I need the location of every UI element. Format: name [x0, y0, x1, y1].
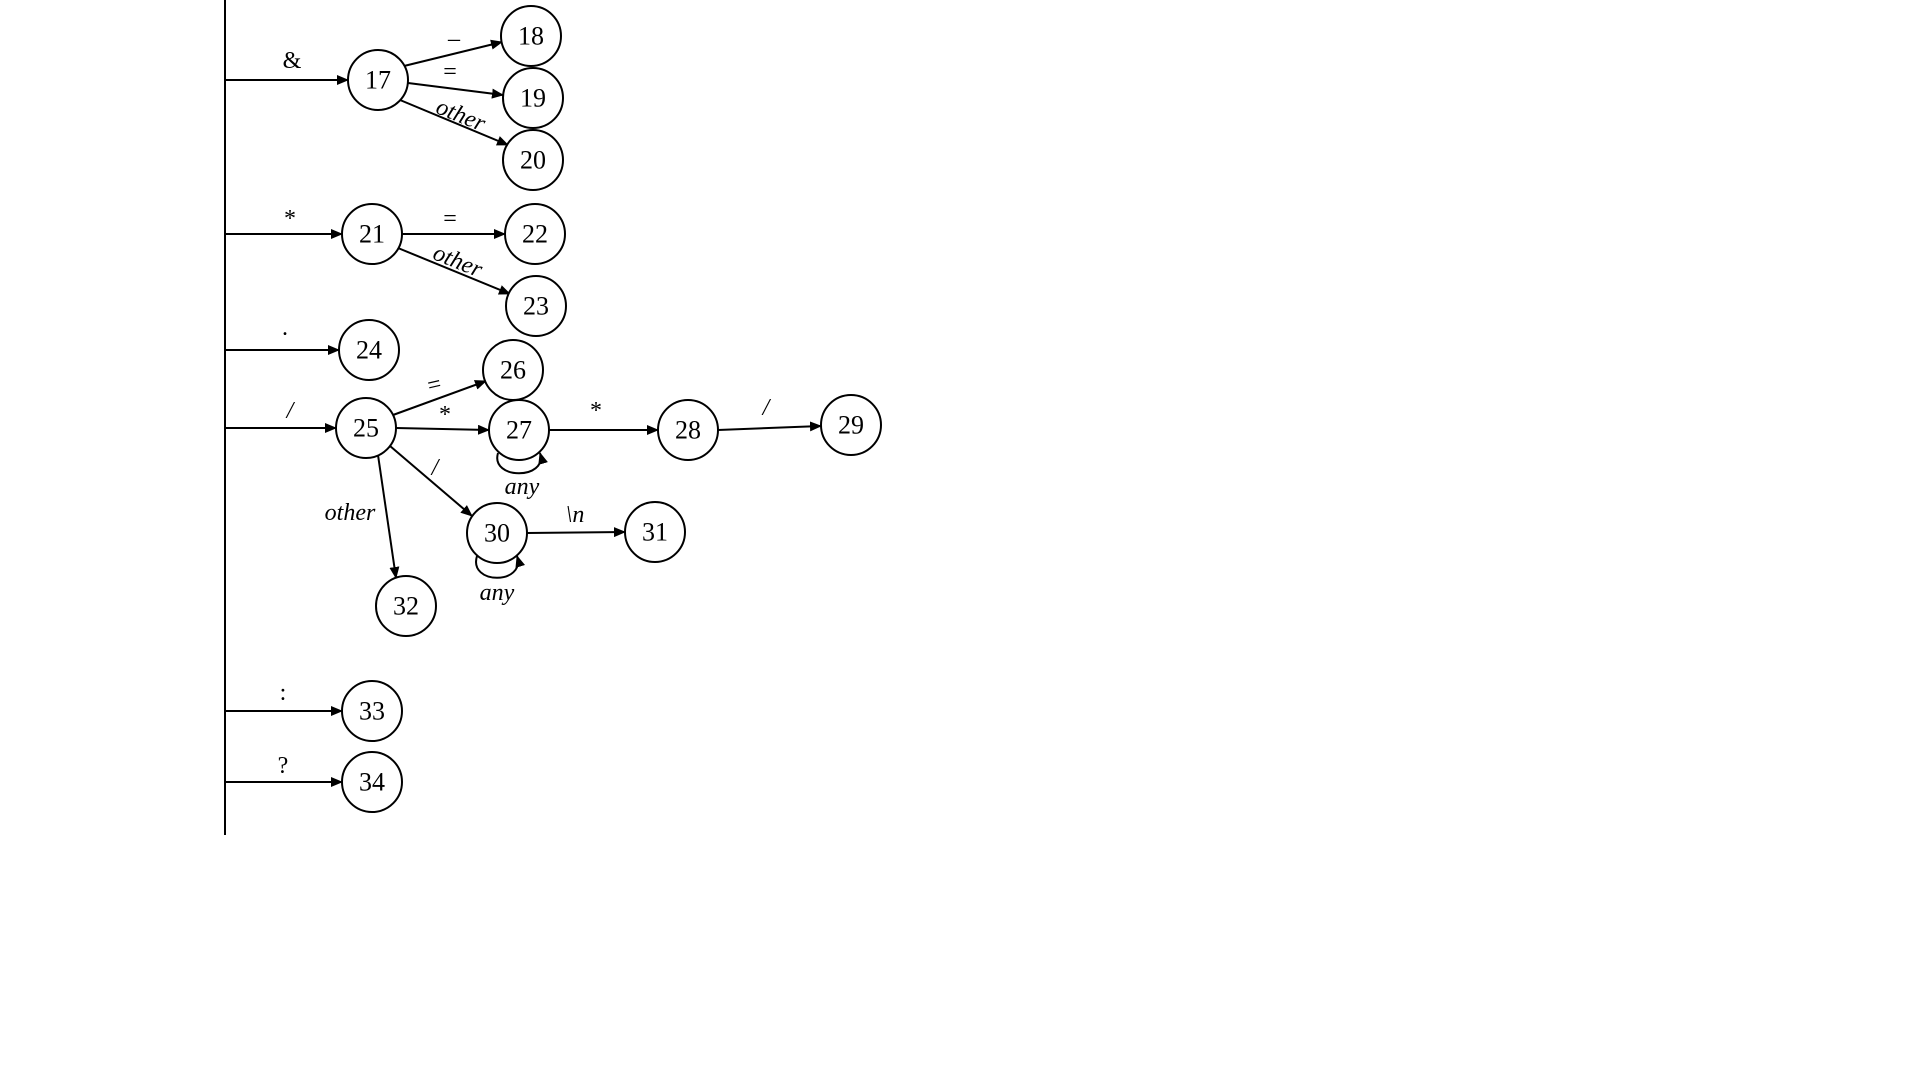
edge-label-17-19: = [443, 59, 457, 85]
edge-label-25-27: * [439, 402, 451, 428]
edge-label-28-29: / [761, 395, 772, 421]
state-node-label-27: 27 [506, 416, 532, 445]
edge-label-21-22: = [443, 206, 457, 232]
state-node-label-17: 17 [365, 66, 391, 95]
state-node-label-28: 28 [675, 416, 701, 445]
edge-label-line-34: ? [278, 753, 289, 779]
state-node-label-25: 25 [353, 414, 379, 443]
edge-label-line-33: : [280, 680, 287, 706]
edge-30-31 [527, 532, 625, 533]
state-node-label-33: 33 [359, 697, 385, 726]
edge-25-27 [396, 428, 489, 430]
edge-label-27-28: * [590, 398, 602, 424]
state-node-label-31: 31 [642, 518, 668, 547]
state-node-label-24: 24 [356, 336, 382, 365]
state-node-label-23: 23 [523, 292, 549, 321]
state-node-label-21: 21 [359, 220, 385, 249]
state-node-label-32: 32 [393, 592, 419, 621]
state-node-label-20: 20 [520, 146, 546, 175]
edge-label-line-21: * [284, 206, 296, 232]
edge-28-29 [718, 426, 821, 430]
state-node-label-30: 30 [484, 519, 510, 548]
edge-label-25-26: = [425, 371, 444, 399]
state-node-label-34: 34 [359, 768, 385, 797]
state-diagram: & _ = other * = other. / = * / other * / \n:? any any 17 1… [0, 0, 1920, 1080]
state-node-label-29: 29 [838, 411, 864, 440]
edge-label-line-17: & [283, 48, 302, 74]
edge-label-17-18: _ [447, 18, 461, 44]
self-loop-label-30: any [480, 580, 515, 606]
self-loop-label-27: any [505, 474, 540, 500]
edge-25-32 [378, 455, 396, 578]
state-node-label-26: 26 [500, 356, 526, 385]
edge-label-21-23: other [429, 240, 486, 283]
edge-label-25-32: other [325, 500, 376, 526]
state-node-label-22: 22 [522, 220, 548, 249]
edge-label-30-31: \n [566, 502, 585, 528]
edge-label-line-24: . [282, 315, 288, 341]
state-node-label-19: 19 [520, 84, 546, 113]
edge-label-17-20: other [432, 94, 489, 137]
state-node-label-18: 18 [518, 22, 544, 51]
edge-label-25-30: / [430, 455, 441, 481]
edge-label-line-25: / [285, 398, 296, 424]
